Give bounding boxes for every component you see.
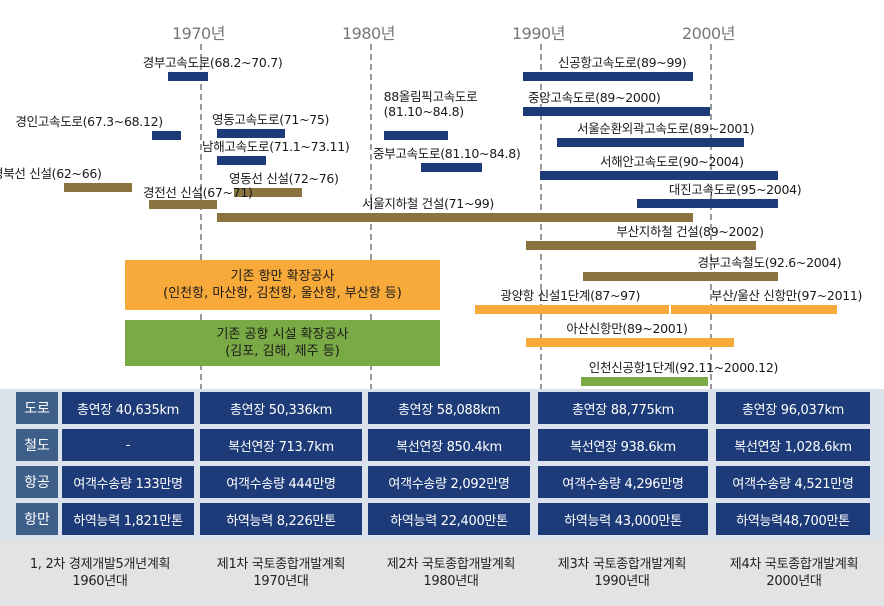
timeline-bar-label: 영동고속도로(71~75) <box>212 112 330 127</box>
plan-cell: 제2차 국토종합개발계획 1980년대 <box>366 539 536 606</box>
timeline-bar-road <box>421 163 483 172</box>
plan-decade: 2000년대 <box>766 573 822 589</box>
year-gridline <box>200 44 202 390</box>
table-cell: 여객수송량 4,296만명 <box>538 466 708 498</box>
table-cell: 총연장 96,037km <box>716 392 870 424</box>
block-title: 기존 공항 시설 확장공사 <box>216 327 349 342</box>
timeline-bar-label: 경북선 신설(62~66) <box>0 166 102 181</box>
timeline-bar-road <box>217 156 267 165</box>
timeline-bar-road <box>523 107 710 116</box>
timeline-bar-label: 경부고속철도(92.6~2004) <box>697 255 842 270</box>
plan-decade: 1960년대 <box>72 573 128 589</box>
timeline-bar-airport <box>580 377 709 386</box>
table-cell: - <box>62 429 194 461</box>
timeline-bar-label: 중앙고속도로(89~2000) <box>528 90 661 105</box>
timeline-bar-road <box>152 131 182 140</box>
expansion-block-airport: 기존 공항 시설 확장공사 (김포, 김해, 제주 등) <box>125 320 440 366</box>
table-cell: 총연장 40,635km <box>62 392 194 424</box>
timeline-bar-label: 광양항 신설1단계(87~97) <box>500 288 641 303</box>
timeline-bar-road <box>540 171 778 180</box>
plan-title: 제2차 국토종합개발계획 <box>386 556 516 572</box>
timeline-bar-label: 서울지하철 건설(71~99) <box>362 196 495 211</box>
plan-cell: 제1차 국토종합개발계획 1970년대 <box>196 539 366 606</box>
timeline-bar-port <box>526 338 734 347</box>
plan-decade: 1990년대 <box>594 573 650 589</box>
timeline-bar-label: 서해안고속도로(90~2004) <box>600 154 744 169</box>
stats-table: 도로 총연장 40,635km 총연장 50,336km 총연장 58,088km 총연… <box>0 389 884 539</box>
timeline-bar-road <box>217 129 285 138</box>
plan-title: 제4차 국토종합개발계획 <box>729 556 859 572</box>
timeline-bar-label: 대진고속도로(95~2004) <box>668 182 802 197</box>
timeline-bar-port <box>475 305 670 314</box>
timeline-bar-label: 부산지하철 건설(89~2002) <box>616 224 764 239</box>
year-label: 1980년 <box>342 24 395 43</box>
table-cell: 복선연장 850.4km <box>368 429 530 461</box>
plan-cell: 제4차 국토종합개발계획 2000년대 <box>712 539 876 606</box>
timeline-bar-label: 인천신공항1단계(92.11~2000.12) <box>588 360 779 375</box>
timeline-bar-label: 경전선 신설(67~71) <box>143 185 253 200</box>
table-cell: 하역능력 22,400만톤 <box>368 503 530 535</box>
table-cell: 여객수송량 4,521만명 <box>716 466 870 498</box>
timeline-bar-label: 중부고속도로(81.10~84.8) <box>373 146 521 161</box>
timeline-bar-road <box>383 131 449 140</box>
timeline-bar-road <box>636 199 778 208</box>
table-cell: 여객수송량 444만명 <box>200 466 362 498</box>
block-title: 기존 항만 확장공사 <box>230 269 335 284</box>
plans-row: 1, 2차 경제개발5개년계획 1960년대 제1차 국토종합개발계획 1970년대 제… <box>0 539 884 606</box>
row-header: 항공 <box>16 466 58 498</box>
row-header: 도로 <box>16 392 58 424</box>
plan-decade: 1980년대 <box>423 573 479 589</box>
timeline-bar-label: 신공항고속도로(89~99) <box>558 55 687 70</box>
plan-cell: 제3차 국토종합개발계획 1990년대 <box>536 539 708 606</box>
timeline-bar-rail <box>217 213 693 222</box>
plan-title: 제1차 국토종합개발계획 <box>216 556 346 572</box>
plan-cell: 1, 2차 경제개발5개년계획 1960년대 <box>10 539 190 606</box>
timeline-bar-label: 경인고속도로(67.3~68.12) <box>15 114 163 129</box>
table-cell: 하역능력 43,000만톤 <box>538 503 708 535</box>
table-cell: 복선연장 938.6km <box>538 429 708 461</box>
table-cell: 여객수송량 133만명 <box>62 466 194 498</box>
timeline-bar-label: 88올림픽고속도로 (81.10~84.8) <box>383 89 478 119</box>
table-cell: 총연장 58,088km <box>368 392 530 424</box>
table-cell: 여객수송량 2,092만명 <box>368 466 530 498</box>
timeline-bar-label: 부산/울산 신항만(97~2011) <box>710 288 863 303</box>
timeline-bar-label: 아산신항만(89~2001) <box>566 321 688 336</box>
table-cell: 총연장 88,775km <box>538 392 708 424</box>
year-label: 2000년 <box>682 24 735 43</box>
timeline-bar-rail <box>149 200 217 209</box>
table-cell: 하역능력48,700만톤 <box>716 503 870 535</box>
timeline-bar-rail <box>234 188 302 197</box>
timeline-bar-road <box>523 72 693 81</box>
timeline-bar-rail <box>582 272 778 281</box>
timeline-bar-rail <box>526 241 756 250</box>
block-subtitle: (김포, 김해, 제주 등) <box>225 344 340 359</box>
timeline-bar-label: 영동선 신설(72~76) <box>229 171 339 186</box>
plan-decade: 1970년대 <box>253 573 309 589</box>
year-gridline <box>710 44 712 390</box>
expansion-block-port: 기존 항만 확장공사 (인천항, 마산항, 김천항, 울산항, 부산항 등) <box>125 260 440 310</box>
timeline-bar-label: 서울순환외곽고속도로(89~2001) <box>577 121 755 136</box>
row-header: 항만 <box>16 503 58 535</box>
table-cell: 복선연장 1,028.6km <box>716 429 870 461</box>
table-cell: 하역능력 1,821만톤 <box>62 503 194 535</box>
table-cell: 총연장 50,336km <box>200 392 362 424</box>
timeline-bar-port <box>670 305 838 314</box>
table-cell: 복선연장 713.7km <box>200 429 362 461</box>
timeline-bar-label: 남해고속도로(71.1~73.11) <box>202 139 350 154</box>
table-cell: 하역능력 8,226만톤 <box>200 503 362 535</box>
row-header: 철도 <box>16 429 58 461</box>
timeline-bar-road <box>167 72 209 81</box>
timeline-bar-label: 경부고속도로(68.2~70.7) <box>142 55 283 70</box>
plan-title: 1, 2차 경제개발5개년계획 <box>29 556 171 572</box>
year-label: 1990년 <box>512 24 565 43</box>
timeline-bar-road <box>557 138 744 147</box>
plan-title: 제3차 국토종합개발계획 <box>557 556 687 572</box>
timeline-bar-rail <box>64 183 132 192</box>
block-subtitle: (인천항, 마산항, 김천항, 울산항, 부산항 등) <box>163 286 402 301</box>
year-label: 1970년 <box>172 24 225 43</box>
